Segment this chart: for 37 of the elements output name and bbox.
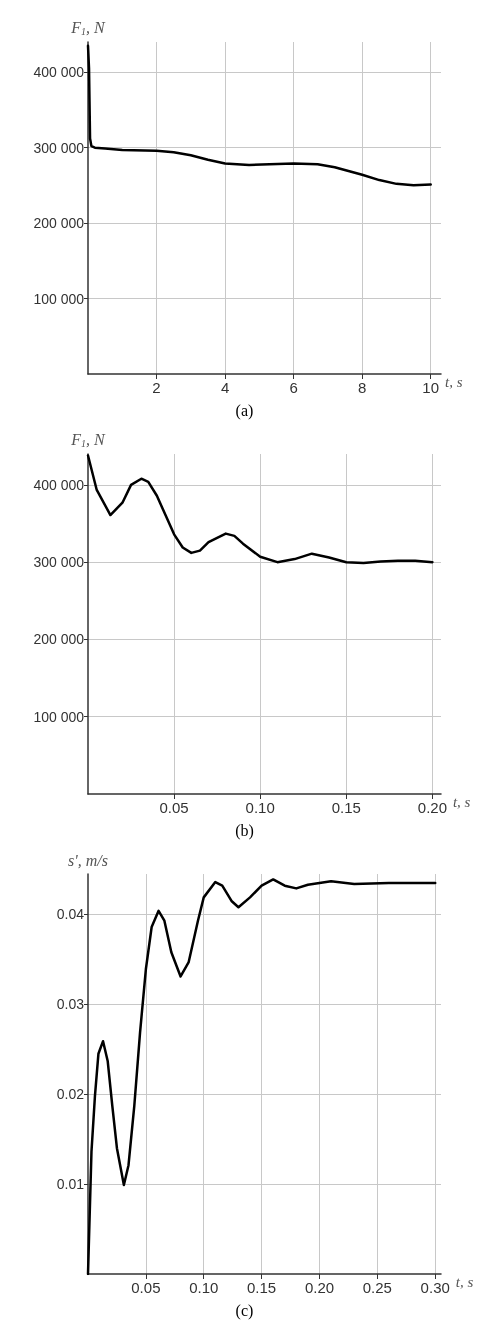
x-axis-title: t, s xyxy=(452,793,471,810)
y-tick-label: 300 000 xyxy=(33,554,85,571)
line-series xyxy=(86,454,434,565)
x-axis-title: t, s xyxy=(455,1273,474,1290)
x-tick-label: 0.25 xyxy=(362,1279,392,1296)
y-tick-label: 300 000 xyxy=(33,139,85,156)
x-tick-label: 0.20 xyxy=(417,799,447,816)
x-tick-label: 0.05 xyxy=(159,799,189,816)
y-tick-label: 200 000 xyxy=(33,215,85,232)
y-tick-label: 100 000 xyxy=(33,290,85,307)
x-tick-label: 0.30 xyxy=(420,1279,450,1296)
y-tick-label: 100 000 xyxy=(33,708,85,725)
y-axis-title: s', m/s xyxy=(68,851,108,869)
text: (b) xyxy=(235,821,254,840)
x-tick-label: 0.15 xyxy=(247,1279,277,1296)
y-tick-label: 0.04 xyxy=(56,906,85,923)
y-tick-label: 400 000 xyxy=(33,64,85,81)
text: (a) xyxy=(235,401,254,420)
x-tick-label: 10 xyxy=(422,379,440,396)
x-tick-label: 8 xyxy=(358,379,367,396)
x-tick-label: 0.15 xyxy=(331,799,361,816)
y-tick-label: 0.02 xyxy=(56,1086,85,1103)
y-tick-label: 0.03 xyxy=(56,996,85,1013)
x-tick-label: 2 xyxy=(152,379,161,396)
x-tick-label: 4 xyxy=(220,379,230,396)
x-tick-label: 0.10 xyxy=(189,1279,219,1296)
line-series xyxy=(86,44,432,187)
x-tick-label: 0.05 xyxy=(131,1279,161,1296)
text: (c) xyxy=(235,1301,254,1320)
x-tick-label: 6 xyxy=(289,379,298,396)
y-tick-label: 200 000 xyxy=(33,631,85,648)
y-tick-label: 0.01 xyxy=(56,1176,85,1193)
y-tick-label: 400 000 xyxy=(33,476,85,493)
x-axis-title: t, s xyxy=(445,373,463,390)
x-tick-label: 0.20 xyxy=(304,1279,335,1296)
line-series xyxy=(86,878,437,1276)
x-tick-label: 0.10 xyxy=(245,799,275,816)
